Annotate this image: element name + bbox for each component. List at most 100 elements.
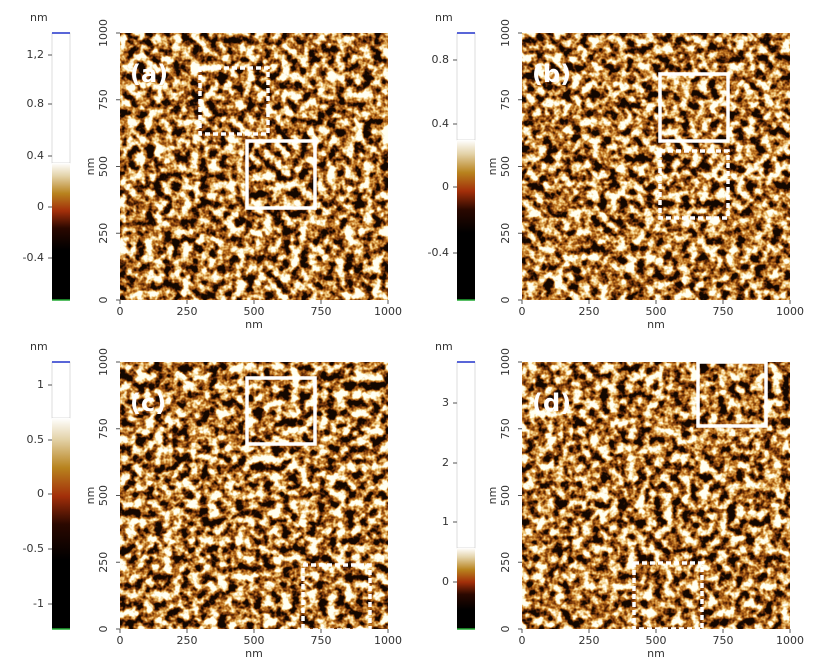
y-tick-label: 500 [97,156,110,177]
x-axis-label: nm [245,647,263,660]
y-tick-label: 250 [499,552,512,573]
y-tick-label: 500 [499,156,512,177]
y-tick-label: 250 [97,552,110,573]
dashed-box [658,149,730,220]
y-tick-label: 0 [499,626,512,633]
y-tick-label: 1000 [97,348,110,376]
colorbar-tick-label: 0.4 [432,117,450,130]
colorbar-tick-label: 0.4 [27,149,45,162]
y-tick-label: 0 [97,626,110,633]
colorbar-tick-label: 0.8 [27,97,45,110]
colorbar-tick-label: 0 [442,180,449,193]
colorbar-gradient [457,548,475,610]
y-tick-label: 0 [499,297,512,304]
afm-image [120,362,388,629]
solid-box [696,360,768,428]
x-axis-label: nm [245,318,263,331]
colorbar-tick-label: 0.5 [27,433,45,446]
panel-label: (a) [130,60,168,88]
x-tick-label: 500 [646,634,667,647]
panel: (c) 0 250 500 750 1000 nm 0 250 500 750 1000 nm nm 1 0.… [23,340,402,660]
x-tick-label: 250 [177,634,198,647]
y-tick-label: 750 [97,418,110,439]
x-tick-label: 0 [519,305,526,318]
colorbar-gradient [52,163,70,250]
x-tick-label: 750 [713,305,734,318]
x-tick-label: 1000 [776,634,804,647]
panel-label: (c) [130,389,166,417]
colorbar-tick-label: 0.8 [432,53,450,66]
colorbar-tick-label: 2 [442,456,449,469]
colorbar-tick-label: 0 [37,487,44,500]
x-tick-label: 750 [713,634,734,647]
colorbar-tick-label: 1 [442,515,449,528]
colorbar-tick-label: 0 [37,200,44,213]
panel: (d) 0 250 500 750 1000 nm 0 250 500 750 1000 nm nm 3 2 1… [435,340,804,660]
x-axis-label: nm [647,318,665,331]
colorbar-tick-label: 1 [37,378,44,391]
colorbar-gradient [52,418,70,560]
y-axis-label: nm [84,487,97,505]
colorbar-white [51,32,71,164]
x-tick-label: 0 [519,634,526,647]
x-tick-label: 0 [117,305,124,318]
colorbar-black [457,233,475,300]
dashed-box [632,561,704,631]
y-axis-label: nm [486,158,499,176]
x-tick-label: 750 [311,634,332,647]
x-tick-label: 250 [579,305,600,318]
colorbar-black [457,610,475,629]
y-tick-label: 1000 [499,348,512,376]
colorbar-tick-label: 1,2 [27,48,45,61]
x-tick-label: 250 [579,634,600,647]
colorbar-white [456,361,476,549]
colorbar-unit: nm [435,340,453,353]
panel: (b) 0 250 500 750 1000 nm 0 250 500 750 1000 nm nm 0.8… [428,11,804,331]
colorbar-white [456,32,476,141]
y-tick-label: 250 [499,223,512,244]
colorbar-black [52,250,70,300]
x-tick-label: 500 [244,305,265,318]
colorbar-black [52,560,70,629]
y-tick-label: 500 [97,485,110,506]
colorbar-unit: nm [30,340,48,353]
colorbar-tick-label: -1 [33,597,44,610]
y-tick-label: 250 [97,223,110,244]
colorbar-tick-label: -0.4 [23,251,44,264]
y-tick-label: 750 [97,89,110,110]
x-tick-label: 500 [646,305,667,318]
y-tick-label: 1000 [499,19,512,47]
dashed-box [198,66,270,136]
x-tick-label: 250 [177,305,198,318]
colorbar-unit: nm [435,11,453,24]
afm-image [522,362,790,629]
x-tick-label: 500 [244,634,265,647]
colorbar-unit: nm [30,11,48,24]
x-tick-label: 750 [311,305,332,318]
colorbar-tick-label: 3 [442,396,449,409]
y-tick-label: 500 [499,485,512,506]
colorbar-tick-label: 0 [442,575,449,588]
afm-image [522,33,790,300]
panel: (a) 0 250 500 750 1000 nm 0 250 500 750 1000 nm nm 1,2… [23,11,402,331]
colorbar-tick-label: -0.4 [428,246,449,259]
y-tick-label: 1000 [97,19,110,47]
x-tick-label: 1000 [374,634,402,647]
colorbar-white [51,361,71,419]
y-tick-label: 750 [499,418,512,439]
y-tick-label: 750 [499,89,512,110]
afm-image [120,33,388,300]
colorbar-gradient [457,140,475,233]
y-axis-label: nm [84,158,97,176]
solid-box [658,72,730,143]
y-tick-label: 0 [97,297,110,304]
x-tick-label: 1000 [776,305,804,318]
x-tick-label: 1000 [374,305,402,318]
panel-label: (b) [532,60,571,88]
x-axis-label: nm [647,647,665,660]
dashed-box [301,563,372,632]
solid-box [245,376,317,446]
y-axis-label: nm [486,487,499,505]
panel-label: (d) [532,389,571,417]
